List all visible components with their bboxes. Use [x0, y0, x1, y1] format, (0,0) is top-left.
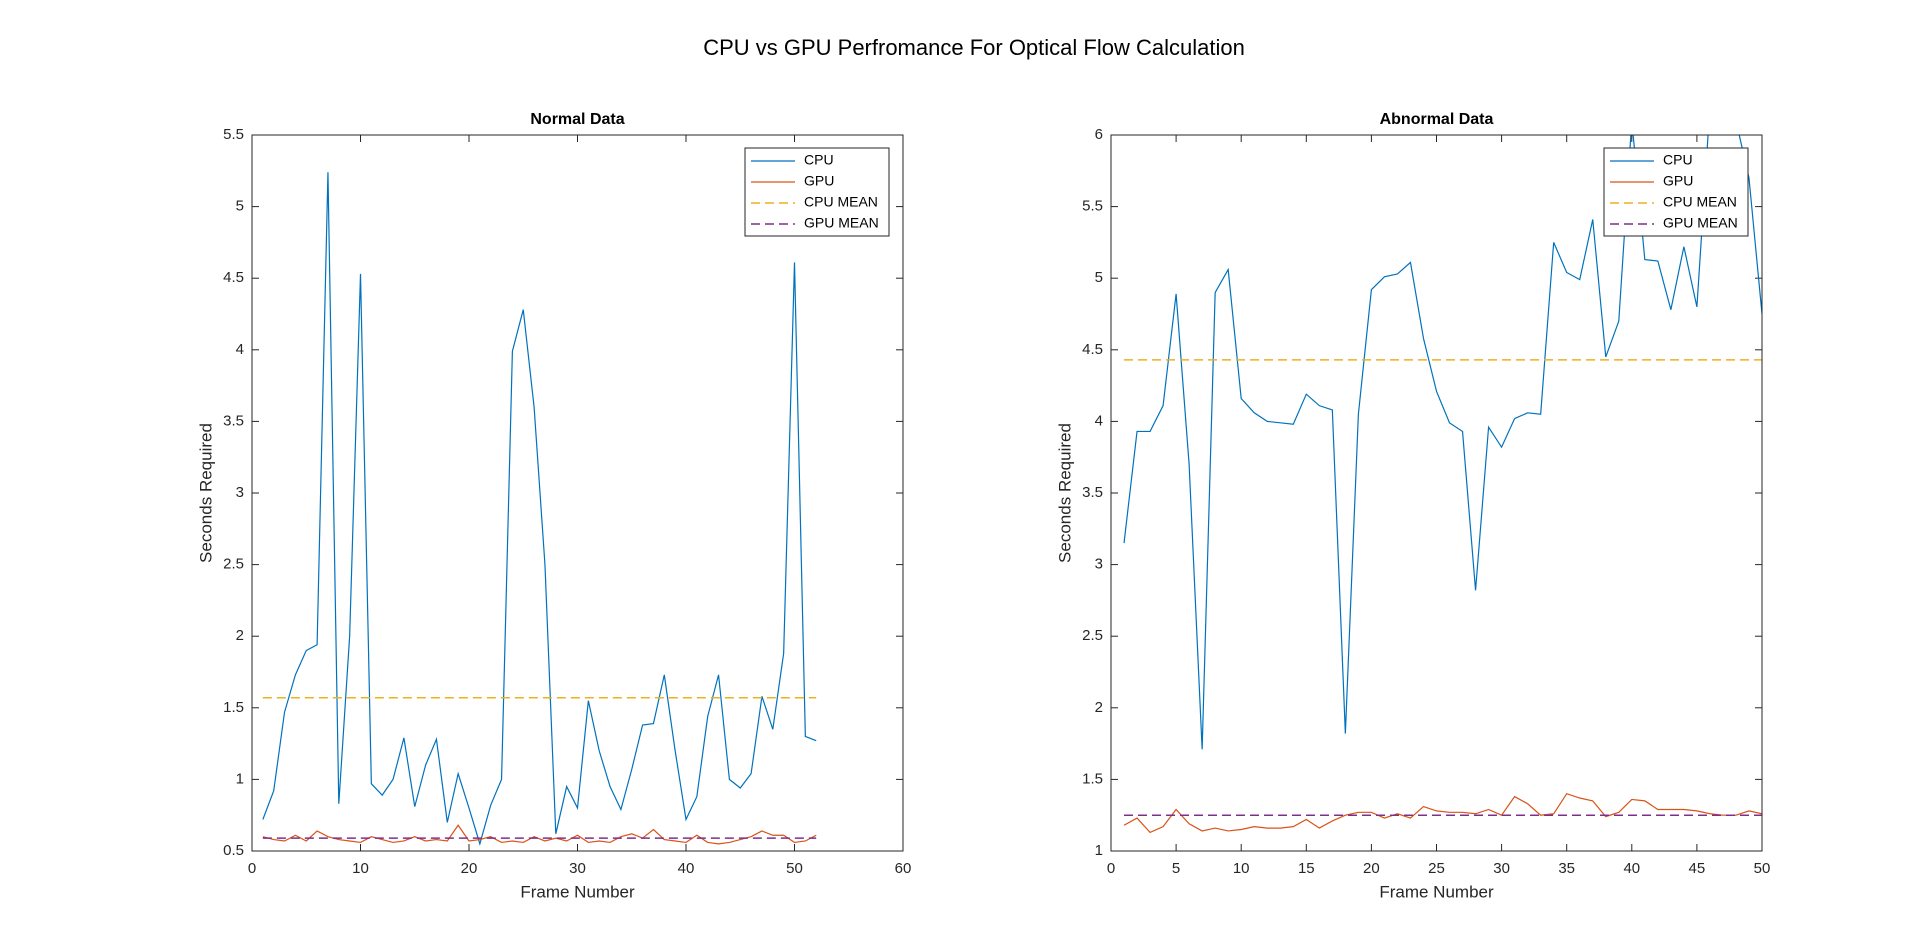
x-tick-label: 30 — [1493, 860, 1510, 877]
x-tick-label: 60 — [895, 860, 912, 877]
y-axis-label: Seconds Required — [1055, 423, 1074, 563]
legend-label: GPU — [1663, 173, 1693, 189]
x-tick-label: 0 — [248, 860, 256, 877]
y-tick-label: 4 — [1095, 412, 1103, 429]
y-tick-label: 4 — [236, 341, 244, 358]
y-tick-label: 5.5 — [223, 126, 244, 143]
legend-label: CPU — [1663, 152, 1693, 168]
y-tick-label: 3.5 — [223, 412, 244, 429]
legend-label: GPU MEAN — [804, 215, 879, 231]
x-tick-label: 25 — [1428, 860, 1445, 877]
plot-area — [262, 172, 817, 846]
y-tick-label: 5 — [236, 198, 244, 215]
legend-label: GPU — [804, 173, 834, 189]
y-tick-label: 2.5 — [223, 556, 244, 573]
x-tick-label: 0 — [1107, 860, 1115, 877]
x-tick-label: 15 — [1298, 860, 1315, 877]
figure-title: CPU vs GPU Perfromance For Optical Flow … — [703, 35, 1245, 60]
axes-box — [1110, 134, 1763, 852]
series-line — [1123, 793, 1762, 834]
legend-label: CPU MEAN — [804, 194, 878, 210]
x-tick-label: 50 — [1754, 860, 1771, 877]
y-tick-label: 5 — [1095, 269, 1103, 286]
y-tick-label: 1 — [1095, 842, 1103, 859]
x-tick-label: 45 — [1689, 860, 1706, 877]
y-tick-label: 2 — [1095, 699, 1103, 716]
x-axis-label: Frame Number — [1379, 882, 1494, 901]
x-tick-label: 40 — [1623, 860, 1640, 877]
y-tick-label: 2.5 — [1082, 627, 1103, 644]
axes-bg — [252, 135, 903, 851]
x-tick-label: 5 — [1172, 860, 1180, 877]
x-tick-label: 35 — [1558, 860, 1575, 877]
series-line — [1123, 135, 1762, 750]
axes-bg — [1111, 135, 1762, 851]
legend-label: GPU MEAN — [1663, 215, 1738, 231]
legend-box — [744, 147, 890, 237]
y-tick-label: 3 — [236, 484, 244, 501]
x-tick-label: 10 — [352, 860, 369, 877]
y-tick-label: 1.5 — [1082, 770, 1103, 787]
plot-area — [1123, 135, 1762, 834]
axes-title: Abnormal Data — [1380, 111, 1494, 128]
y-tick-label: 4.5 — [1082, 341, 1103, 358]
axes-title: Normal Data — [530, 111, 624, 128]
x-axis-label: Frame Number — [520, 882, 635, 901]
x-tick-label: 40 — [678, 860, 695, 877]
legend-box — [1603, 147, 1749, 237]
y-tick-label: 5.5 — [1082, 198, 1103, 215]
legend-label: CPU MEAN — [1663, 194, 1737, 210]
y-tick-label: 1.5 — [223, 699, 244, 716]
y-tick-label: 6 — [1095, 126, 1103, 143]
series-line — [262, 172, 817, 846]
y-tick-label: 3 — [1095, 556, 1103, 573]
x-tick-label: 20 — [461, 860, 478, 877]
y-tick-label: 2 — [236, 627, 244, 644]
x-tick-label: 50 — [786, 860, 803, 877]
x-tick-label: 30 — [569, 860, 586, 877]
y-axis-label: Seconds Required — [196, 423, 215, 563]
y-tick-label: 1 — [236, 770, 244, 787]
y-tick-label: 0.5 — [223, 842, 244, 859]
axes-box — [251, 134, 904, 852]
legend-label: CPU — [804, 152, 834, 168]
series-line — [262, 824, 817, 845]
x-tick-label: 20 — [1363, 860, 1380, 877]
x-tick-label: 10 — [1233, 860, 1250, 877]
y-tick-label: 4.5 — [223, 269, 244, 286]
y-tick-label: 3.5 — [1082, 484, 1103, 501]
